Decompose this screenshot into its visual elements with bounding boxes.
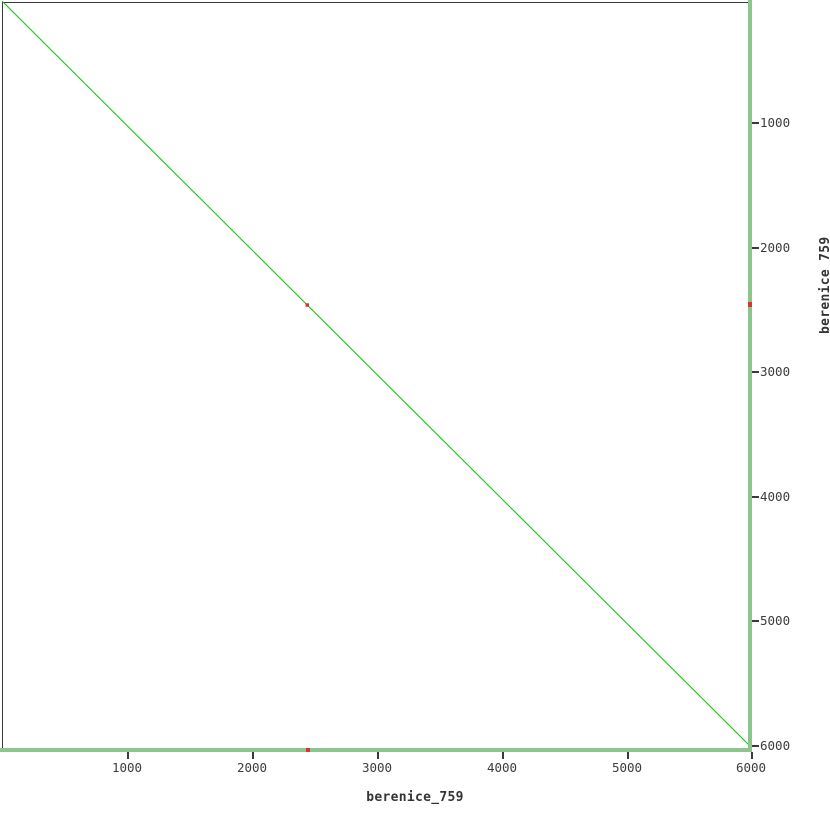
plot-frame: [2, 2, 751, 750]
x-axis-band: [0, 748, 752, 752]
x-tick-mark: [751, 752, 753, 759]
y-tick-label: 2000: [760, 240, 791, 255]
diagonal-alignment-line: [2, 1, 752, 748]
plot-svg: [2, 1, 752, 748]
plot-canvas: [2, 1, 752, 748]
x-axis-red-marker: [306, 748, 310, 752]
red-point-marker: [305, 303, 309, 307]
y-tick-label: 6000: [760, 738, 791, 753]
x-tick-mark: [377, 752, 379, 759]
x-tick-mark: [627, 752, 629, 759]
x-tick-mark: [127, 752, 129, 759]
y-tick-label: 4000: [760, 489, 791, 504]
y-tick-mark: [752, 247, 759, 249]
y-axis-band: [748, 0, 752, 751]
y-axis-title: berenice_759: [818, 236, 830, 334]
y-axis-red-marker: [748, 301, 752, 307]
y-tick-label: 1000: [760, 115, 791, 130]
y-tick-mark: [752, 620, 759, 622]
x-tick-mark: [502, 752, 504, 759]
y-tick-label: 5000: [760, 613, 791, 628]
x-tick-label: 5000: [611, 760, 643, 775]
x-tick-label: 3000: [361, 760, 393, 775]
y-tick-label: 3000: [760, 364, 791, 379]
y-tick-mark: [752, 371, 759, 373]
y-tick-mark: [752, 496, 759, 498]
x-tick-label: 6000: [735, 760, 767, 775]
x-tick-label: 2000: [236, 760, 268, 775]
x-axis-title: berenice_759: [366, 790, 464, 805]
x-tick-label: 1000: [111, 760, 143, 775]
x-tick-mark: [252, 752, 254, 759]
x-tick-label: 4000: [486, 760, 518, 775]
y-tick-mark: [752, 122, 759, 124]
y-tick-mark: [752, 745, 759, 747]
